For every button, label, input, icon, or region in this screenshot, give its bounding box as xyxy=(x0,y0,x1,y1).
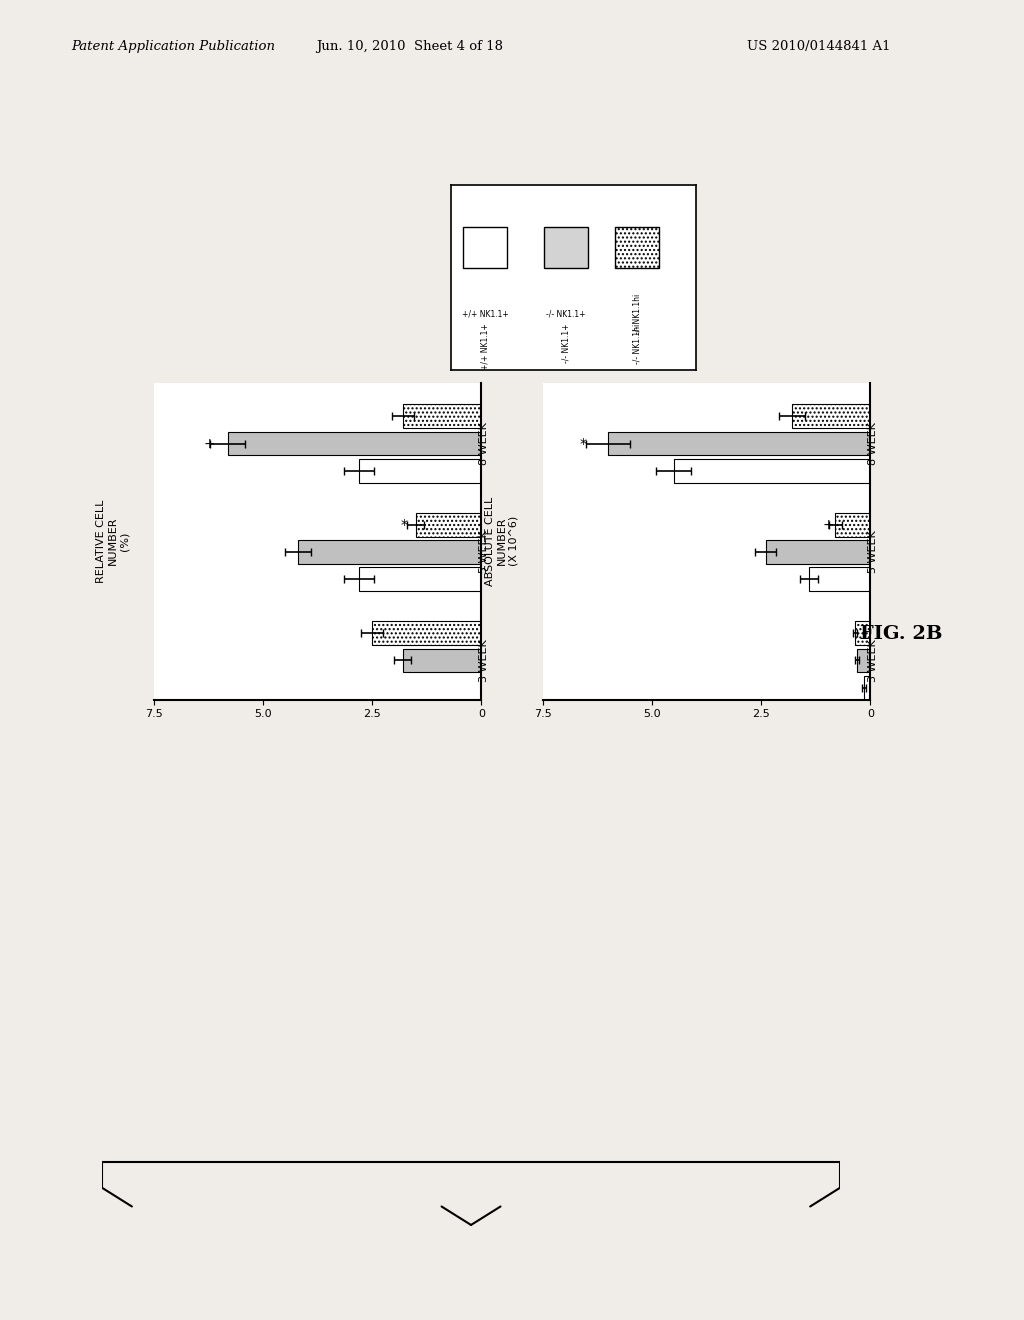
Text: RELATIVE CELL
NUMBER
(%): RELATIVE CELL NUMBER (%) xyxy=(96,499,129,583)
Text: 8 WEEK: 8 WEEK xyxy=(479,422,489,465)
Text: -/- NK1.1hi: -/- NK1.1hi xyxy=(633,323,642,363)
Bar xyxy=(857,648,870,672)
Text: ABSOLUTE CELL
NUMBER
(X 10^6): ABSOLUTE CELL NUMBER (X 10^6) xyxy=(485,496,518,586)
Text: 3 WEEK: 3 WEEK xyxy=(868,639,879,682)
Bar xyxy=(372,622,481,645)
Bar xyxy=(359,568,481,591)
Text: +: + xyxy=(204,437,215,450)
Bar xyxy=(359,459,481,483)
Bar xyxy=(402,648,481,672)
Text: US 2010/0144841 A1: US 2010/0144841 A1 xyxy=(748,40,891,53)
Text: Patent Application Publication: Patent Application Publication xyxy=(72,40,275,53)
Bar xyxy=(809,568,870,591)
Text: -/- NK1.1+: -/- NK1.1+ xyxy=(561,323,570,363)
Text: *: * xyxy=(580,437,587,450)
Text: +/+ NK1.1+: +/+ NK1.1+ xyxy=(462,310,508,318)
Bar xyxy=(674,459,870,483)
Bar xyxy=(463,227,507,268)
Text: -/- NK1.1hi: -/- NK1.1hi xyxy=(633,294,642,334)
Bar xyxy=(608,432,870,455)
Bar xyxy=(836,513,870,537)
Bar xyxy=(416,513,481,537)
Bar xyxy=(228,432,481,455)
Text: 5 WEEK: 5 WEEK xyxy=(868,531,879,573)
Text: Jun. 10, 2010  Sheet 4 of 18: Jun. 10, 2010 Sheet 4 of 18 xyxy=(316,40,503,53)
Bar xyxy=(855,622,870,645)
Bar xyxy=(544,227,588,268)
Text: 8 WEEK: 8 WEEK xyxy=(868,422,879,465)
Bar xyxy=(298,540,481,564)
Text: *: * xyxy=(400,517,408,532)
Text: FIG. 2B: FIG. 2B xyxy=(860,624,942,643)
Bar xyxy=(792,404,870,428)
Text: -/- NK1.1+: -/- NK1.1+ xyxy=(547,310,586,318)
Text: +: + xyxy=(822,517,834,532)
Bar xyxy=(864,676,870,700)
Bar xyxy=(402,404,481,428)
Text: +/+ NK1.1+: +/+ NK1.1+ xyxy=(480,323,489,370)
Bar xyxy=(615,227,659,268)
Text: 5 WEEK: 5 WEEK xyxy=(479,531,489,573)
Bar xyxy=(766,540,870,564)
Text: 3 WEEK: 3 WEEK xyxy=(479,639,489,682)
